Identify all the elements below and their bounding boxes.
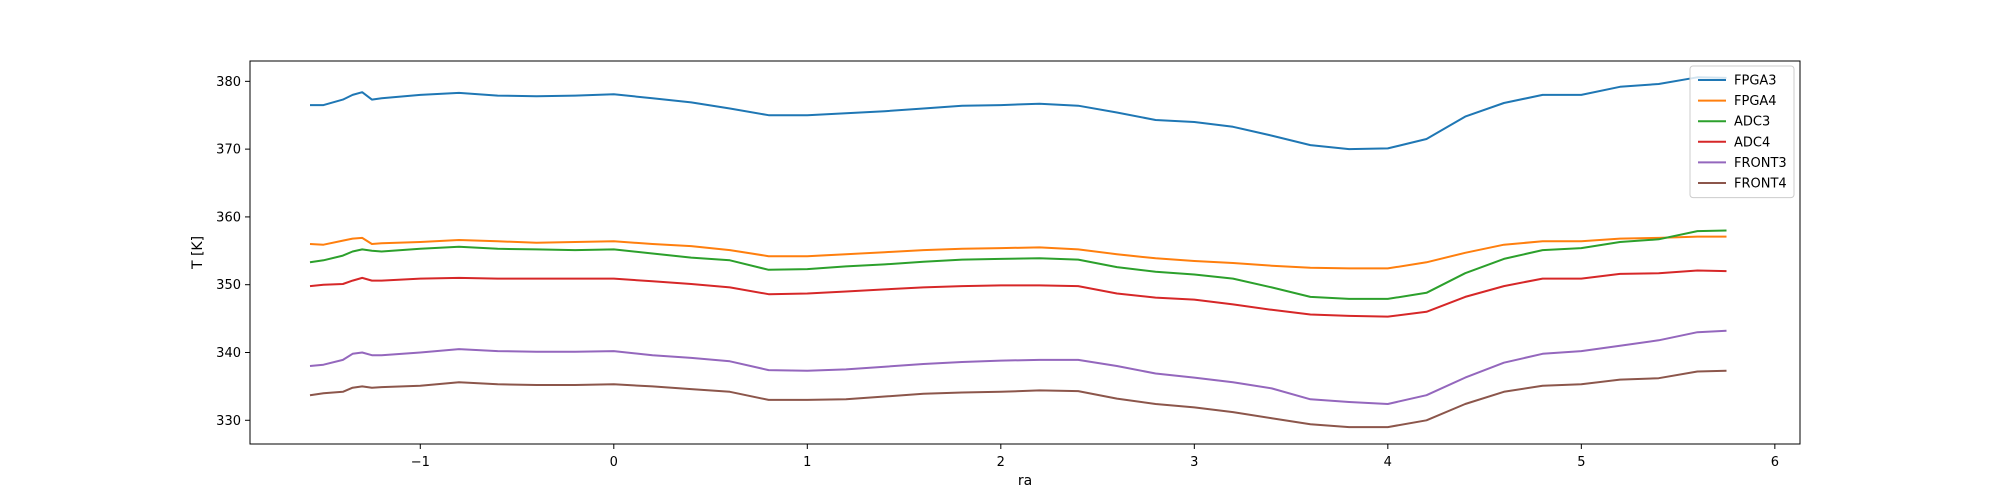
legend-label-front4: FRONT4 [1734,177,1787,192]
y-tick-label: 350 [216,278,241,293]
x-tick-label: −1 [411,455,430,470]
series-line-adc4 [309,269,1727,318]
x-tick-label: 5 [1577,455,1585,470]
x-axis-label: ra [1018,473,1032,489]
series-line-front3 [309,329,1727,405]
y-tick-label: 340 [216,346,241,361]
y-tick-label: 330 [216,414,241,429]
legend-label-adc4: ADC4 [1734,135,1770,150]
axis-ticks: −1 0 1 2 3 4 5 6 330 340 350 360 370 380 [216,75,1779,470]
x-tick-label: 0 [610,455,618,470]
plot-area-frame [249,60,1801,445]
y-tick-label: 370 [216,143,241,158]
x-tick-label: 2 [997,455,1005,470]
series-line-fpga4 [309,235,1727,270]
legend-box [1689,65,1795,199]
legend: FPGA3 FPGA4 ADC3 ADC4 FRONT3 FRONT4 [1689,65,1795,199]
x-tick-label: 6 [1771,455,1779,470]
legend-label-fpga4: FPGA4 [1734,94,1777,109]
series-layer [309,76,1727,429]
legend-label-fpga3: FPGA3 [1734,74,1777,89]
legend-label-adc3: ADC3 [1734,115,1770,130]
legend-label-front3: FRONT3 [1734,156,1787,171]
y-tick-label: 380 [216,75,241,90]
x-tick-label: 4 [1384,455,1392,470]
x-tick-label: 3 [1190,455,1198,470]
y-axis-label: T [K] [190,236,206,270]
series-line-adc3 [309,229,1727,300]
series-line-fpga3 [310,76,1727,151]
y-tick-label: 360 [216,210,241,225]
x-tick-label: 1 [803,455,811,470]
series-line-front4 [309,369,1727,429]
